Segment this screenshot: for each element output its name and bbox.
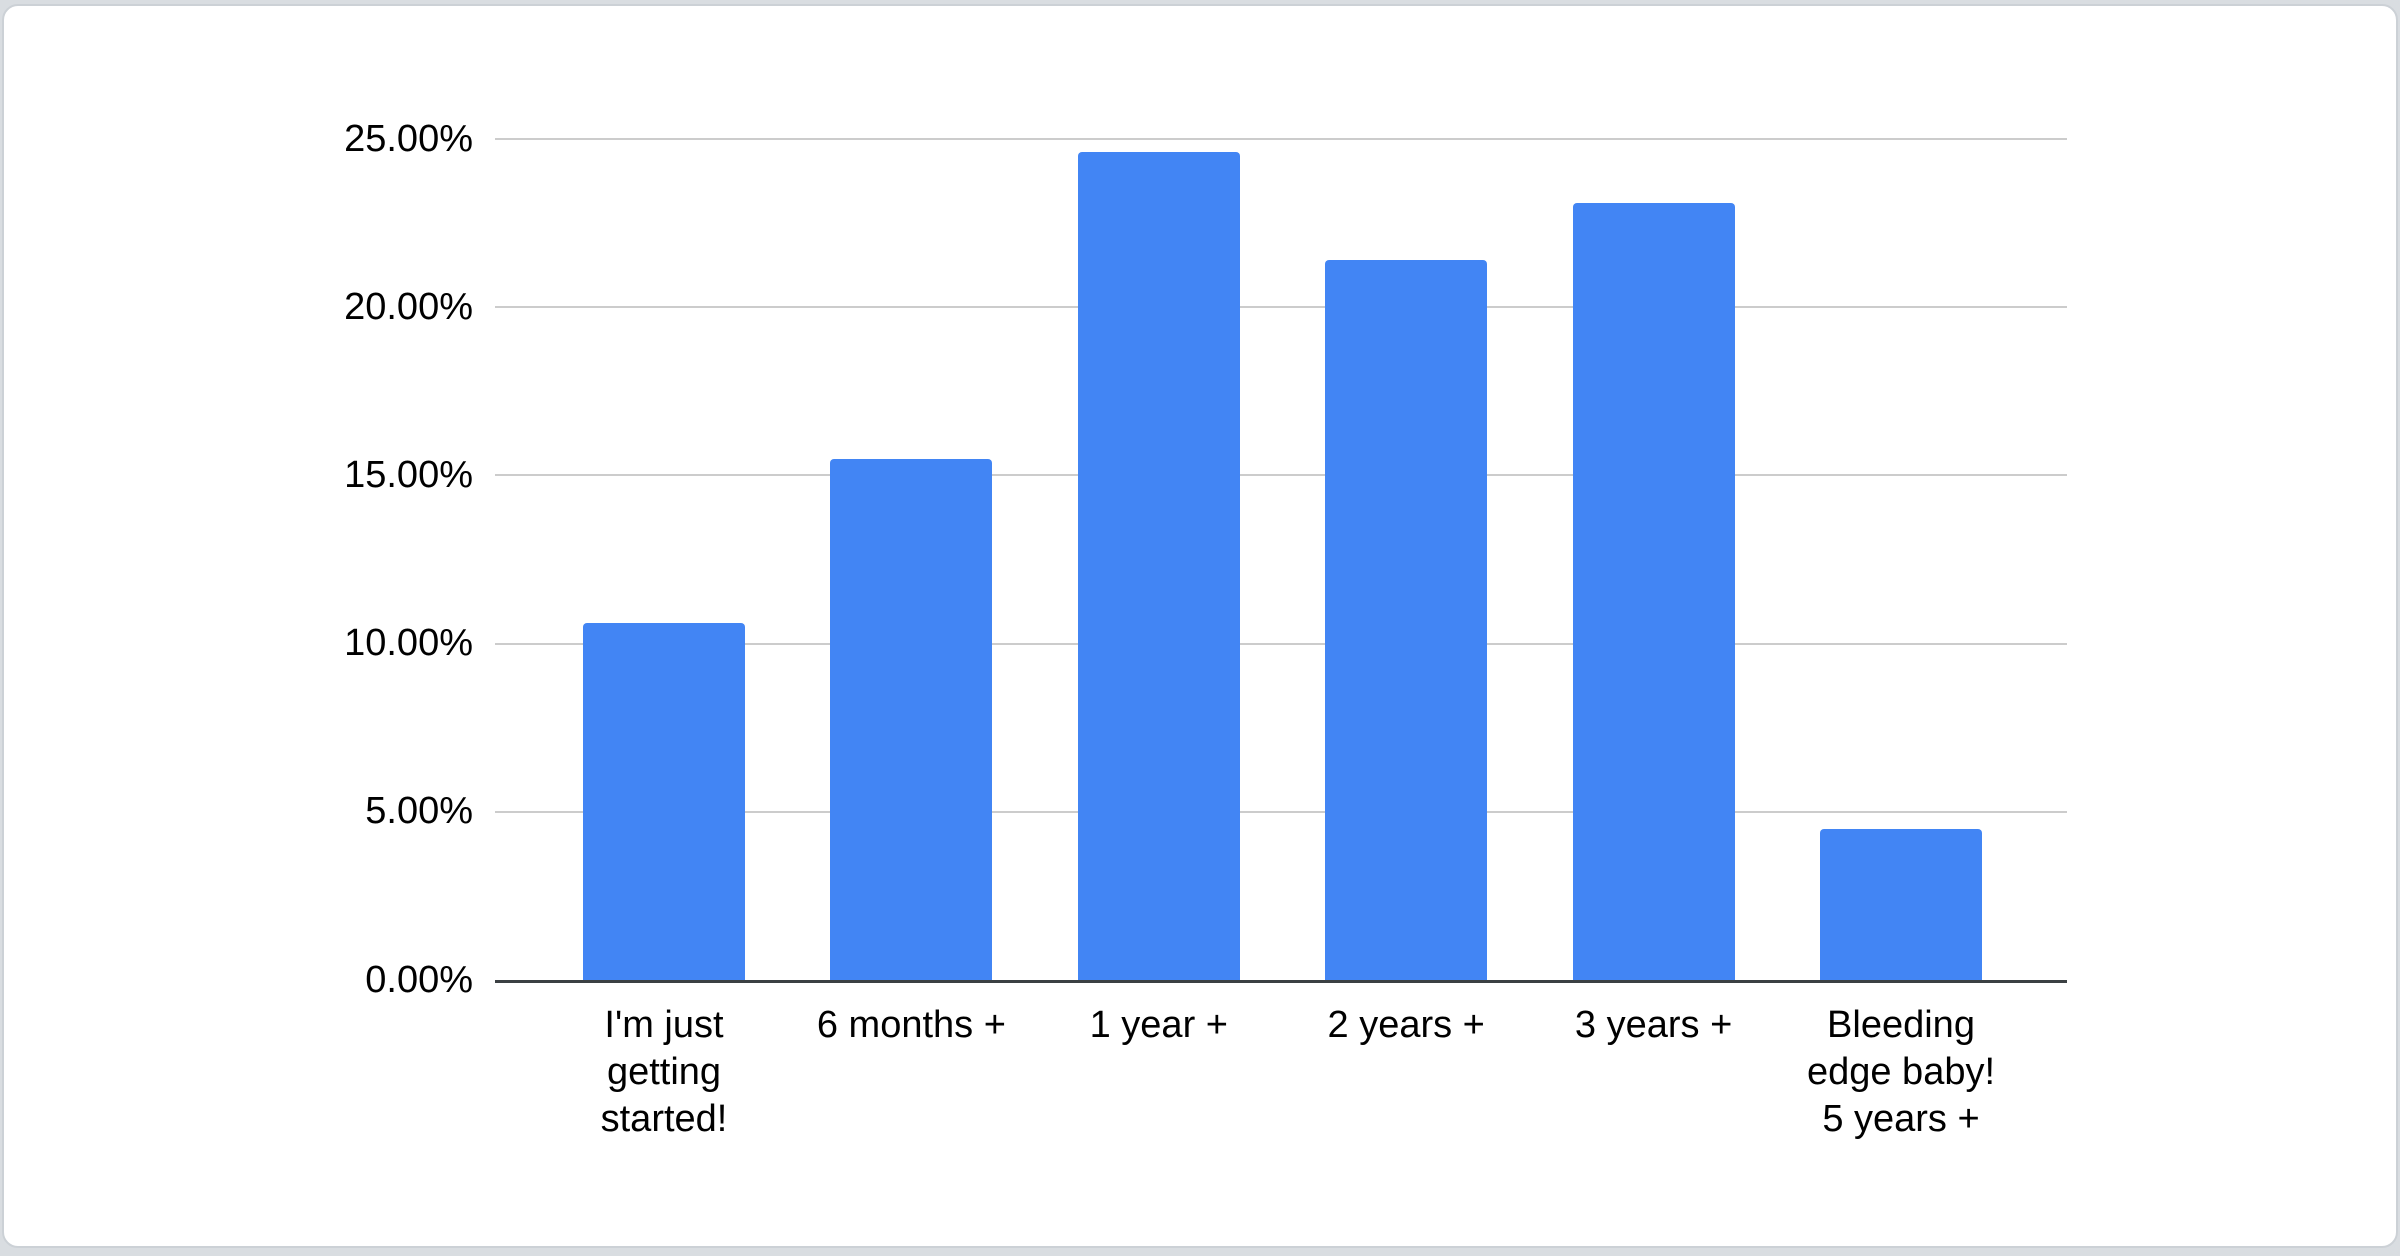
bar-3[interactable]	[1077, 152, 1240, 980]
gridline	[495, 138, 2067, 140]
x-axis-line	[495, 980, 2067, 983]
bar-4[interactable]	[1325, 260, 1488, 980]
gridline	[495, 474, 2067, 477]
x-axis-tick-label: 1 year +	[1089, 1004, 1228, 1046]
x-axis-tick-label: Bleeding edge baby! 5 years +	[1806, 1004, 1996, 1140]
x-axis-tick-label: I'm just getting started!	[600, 1004, 728, 1140]
x-axis-tick-label: 2 years +	[1327, 1004, 1485, 1046]
bar-2[interactable]	[830, 458, 993, 980]
gridline	[495, 810, 2067, 813]
gridline	[495, 642, 2067, 645]
bar-6[interactable]	[1820, 828, 1982, 980]
y-axis-tick-label: 5.00%	[365, 790, 473, 833]
y-axis-tick-label: 15.00%	[344, 453, 473, 496]
bar-5[interactable]	[1572, 202, 1735, 980]
y-axis-tick-label: 25.00%	[344, 117, 473, 160]
x-axis-tick-label: 3 years +	[1574, 1004, 1733, 1046]
gridline	[495, 306, 2067, 309]
y-axis-tick-label: 10.00%	[344, 622, 473, 665]
x-axis-tick-label: 6 months +	[816, 1004, 1006, 1046]
y-axis-tick-label: 0.00%	[365, 958, 473, 1001]
y-axis-tick-label: 20.00%	[344, 285, 473, 328]
bar-1[interactable]	[583, 623, 745, 980]
